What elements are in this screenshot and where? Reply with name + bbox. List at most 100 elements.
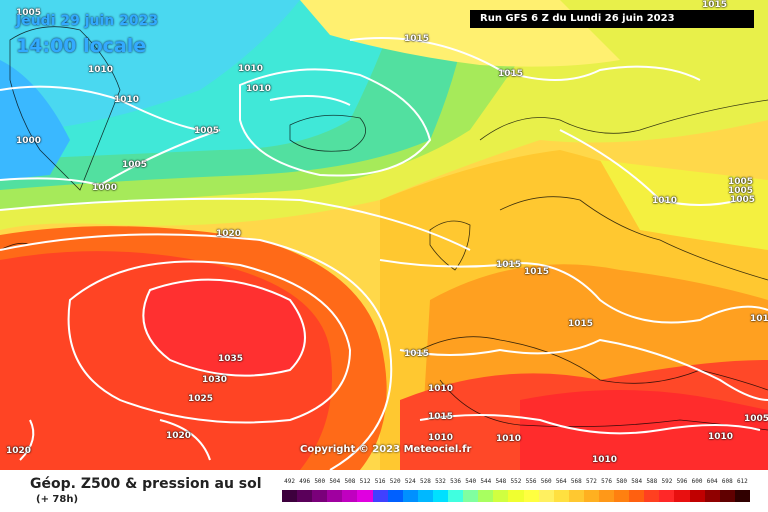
color-scale: 492 496 500 504 508 512 516 520 524 528 532 536 540 5… <box>282 478 750 504</box>
scale-swatch <box>689 490 705 502</box>
run-info: Run GFS 6 Z du Lundi 26 juin 2023 <box>470 10 754 28</box>
scale-label: 576 <box>601 478 612 485</box>
forecast-date: Jeudi 29 juin 2023 <box>16 13 159 29</box>
scale-swatch <box>327 490 343 502</box>
scale-label: 532 <box>435 478 446 485</box>
scale-swatch <box>659 490 675 502</box>
scale-label: 512 <box>359 478 371 485</box>
scale-swatch <box>357 490 373 502</box>
isobar-label: 1015 <box>498 69 524 79</box>
isobar-label: 1005 <box>16 8 42 18</box>
isobar-label: 1005 <box>744 414 768 424</box>
isobar-label: 1020 <box>216 229 242 239</box>
forecast-hours: (+ 78h) <box>36 494 79 505</box>
scale-label: 540 <box>465 478 477 485</box>
scale-label: 572 <box>586 478 597 485</box>
scale-label: 552 <box>510 478 522 485</box>
geopotential-field <box>0 0 768 470</box>
isobar-label: 1005 <box>728 177 754 187</box>
scale-swatch <box>448 490 464 502</box>
isobar-label: 1010 <box>428 384 454 394</box>
isobar-label: 1010 <box>496 434 522 444</box>
scale-swatch <box>734 490 750 502</box>
scale-label: 564 <box>555 478 567 485</box>
isobar-label: 1015 <box>568 319 594 329</box>
isobar-label: 1020 <box>166 431 192 441</box>
scale-swatch <box>432 490 449 502</box>
scale-label: 528 <box>419 478 431 485</box>
scale-label: 580 <box>616 478 628 485</box>
forecast-time: 14:00 locale <box>16 35 147 57</box>
scale-bar <box>282 490 750 502</box>
scale-swatch <box>297 490 313 502</box>
isobar-label: 1025 <box>188 394 214 404</box>
scale-label: 596 <box>676 478 688 485</box>
scale-swatch <box>463 490 479 502</box>
scale-label: 600 <box>691 478 703 485</box>
isobar-label: 1010 <box>428 433 454 443</box>
isobar-label: 1010 <box>88 65 114 75</box>
scale-swatch <box>598 490 615 502</box>
scale-labels: 492 496 500 504 508 512 516 520 524 528 532 536 540 5… <box>282 478 750 488</box>
isobar-label: 1005 <box>194 126 220 136</box>
isobar-label: 1000 <box>16 136 42 146</box>
isobar-label: 1010 <box>114 95 140 105</box>
scale-label: 520 <box>389 478 401 485</box>
scale-swatch <box>312 490 328 502</box>
isobar-label: 1015 <box>496 260 522 270</box>
isobar-label: 1015 <box>750 314 768 324</box>
copyright: Copyright © 2023 Meteociel.fr <box>300 444 472 455</box>
scale-label: 492 <box>284 478 295 485</box>
isobar-label: 1015 <box>404 34 430 44</box>
scale-swatch <box>704 490 720 502</box>
scale-swatch <box>372 490 388 502</box>
weather-map: 1005 1015 1015 1010 1010 1010 1010 1005 … <box>0 0 768 470</box>
scale-swatch <box>553 490 569 502</box>
isobar-label: 1010 <box>652 196 678 206</box>
scale-label: 556 <box>525 478 537 485</box>
scale-swatch <box>493 490 509 502</box>
isobar-label: 1010 <box>708 432 734 442</box>
scale-label: 516 <box>374 478 386 485</box>
scale-label: 544 <box>480 478 492 485</box>
scale-label: 508 <box>344 478 356 485</box>
isobar-label: 1015 <box>428 412 454 422</box>
scale-label: 608 <box>721 478 733 485</box>
scale-swatch <box>523 490 539 502</box>
isobar-label: 1000 <box>92 183 118 193</box>
scale-label: 548 <box>495 478 507 485</box>
scale-swatch <box>402 490 418 502</box>
isobar-label: 1010 <box>238 64 264 74</box>
scale-label: 568 <box>570 478 582 485</box>
scale-swatch <box>719 490 735 502</box>
isobar-label: 1030 <box>202 375 228 385</box>
scale-swatch <box>568 490 584 502</box>
scale-label: 584 <box>631 478 643 485</box>
scale-swatch <box>282 490 298 502</box>
scale-label: 500 <box>314 478 326 485</box>
isobar-label: 1015 <box>524 267 550 277</box>
isobar-label: 1010 <box>592 455 618 465</box>
legend-footer: Géop. Z500 & pression au sol (+ 78h) 492… <box>0 470 768 512</box>
isobar-label: 1010 <box>246 84 272 94</box>
scale-label: 536 <box>450 478 461 485</box>
scale-label: 588 <box>646 478 658 485</box>
scale-swatch <box>614 490 630 502</box>
scale-label: 560 <box>540 478 552 485</box>
isobar-label: 1015 <box>702 0 728 10</box>
scale-label: 496 <box>299 478 311 485</box>
isobar-label: 1005 <box>728 186 754 196</box>
scale-label: 612 <box>736 478 748 485</box>
scale-swatch <box>387 490 403 502</box>
scale-swatch <box>417 490 433 502</box>
scale-swatch <box>583 490 599 502</box>
scale-swatch <box>644 490 660 502</box>
scale-label: 604 <box>706 478 718 485</box>
isobar-label: 1015 <box>404 349 430 359</box>
isobar-label: 1005 <box>730 195 756 205</box>
scale-swatch <box>629 490 645 502</box>
scale-label: 524 <box>404 478 416 485</box>
isobar-label: 1035 <box>218 354 244 364</box>
isobar-label: 1005 <box>122 160 148 170</box>
scale-swatch <box>538 490 554 502</box>
